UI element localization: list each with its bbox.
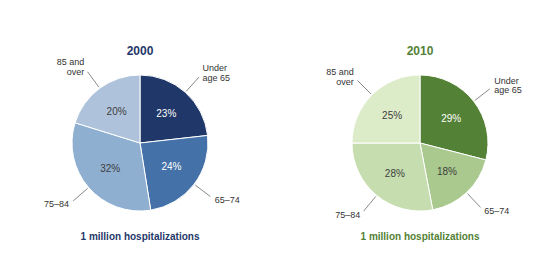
slice: [75, 75, 140, 143]
category-label: 75–84: [335, 210, 360, 220]
title: 2000: [127, 44, 154, 58]
leader-line: [364, 196, 376, 211]
label-line: Under: [494, 76, 519, 86]
label-line: 85 and: [326, 67, 354, 77]
data-label: 24%: [161, 161, 181, 172]
leader-line: [195, 185, 210, 197]
pie-panel: 29% 18% 28% 25% Underage 65 65–74 75–84 85 ando…: [326, 44, 522, 242]
leader-line: [73, 188, 87, 200]
data-label: 23%: [156, 108, 176, 119]
label-line: over: [67, 67, 85, 77]
leader-line: [475, 89, 490, 101]
leader-line: [186, 77, 199, 91]
label-line: 85 and: [57, 57, 85, 67]
leader-line: [357, 80, 370, 93]
category-label: Underage 65: [203, 63, 231, 83]
subtitle: 1 million hospitalizations: [81, 231, 200, 242]
slice: [140, 75, 208, 143]
data-labels: 29% 18% 28% 25%: [382, 110, 461, 179]
leader-line: [467, 194, 480, 208]
slice: [352, 143, 433, 211]
category-label: 75–84: [44, 199, 69, 209]
category-label: Underage 65: [494, 76, 522, 96]
label-line: age 65: [494, 85, 522, 95]
label-line: 75–84: [44, 199, 69, 209]
leader-line: [88, 72, 99, 87]
pie-panel: 23% 24% 32% 20% Underage 65 65–74 75–84 85 ando…: [44, 44, 240, 242]
chart-root: 23%24%32%20%Underage 6565–7475–8485 ando…: [0, 0, 560, 269]
data-label: 18%: [437, 166, 457, 177]
category-label: 65–74: [215, 195, 240, 205]
title: 2010: [407, 44, 434, 58]
data-labels: 23% 24% 32% 20%: [100, 106, 181, 175]
slice: [352, 75, 420, 143]
category-labels: Underage 65 65–74 75–84 85 andover: [326, 67, 522, 221]
category-labels: Underage 65 65–74 75–84 85 andover: [44, 57, 240, 209]
subtitle: 1 million hospitalizations: [361, 231, 480, 242]
slice: [140, 135, 208, 210]
category-label: 65–74: [484, 206, 509, 216]
label-line: age 65: [203, 73, 231, 83]
data-label: 32%: [100, 163, 120, 174]
label-line: over: [336, 77, 354, 87]
category-label: 85 andover: [57, 57, 85, 77]
data-label: 29%: [441, 113, 461, 124]
data-label: 25%: [382, 110, 402, 121]
data-label: 20%: [107, 106, 127, 117]
slices: [72, 75, 208, 211]
label-line: 65–74: [484, 206, 509, 216]
label-line: 65–74: [215, 195, 240, 205]
label-line: Under: [203, 63, 228, 73]
data-label: 28%: [385, 168, 405, 179]
slices: [352, 75, 488, 211]
category-label: 85 andover: [326, 67, 354, 87]
label-line: 75–84: [335, 210, 360, 220]
